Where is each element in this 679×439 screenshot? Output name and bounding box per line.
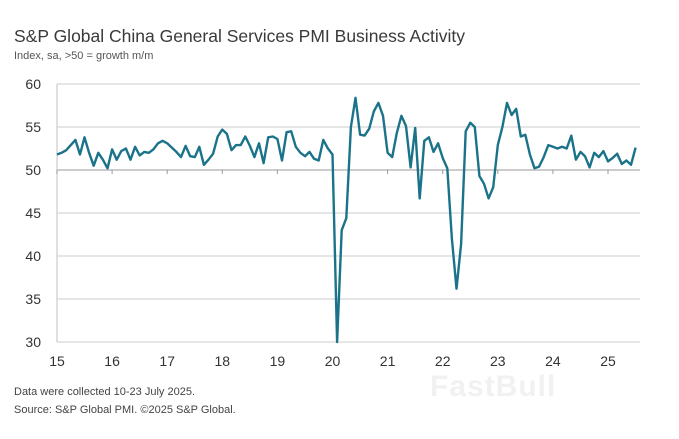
x-tick-label: 17 (159, 353, 175, 369)
y-tick-label: 55 (25, 119, 41, 135)
y-tick-label: 40 (25, 248, 41, 264)
y-tick-label: 45 (25, 205, 41, 221)
y-tick-label: 50 (25, 162, 41, 178)
chart-subtitle: Index, sa, >50 = growth m/m (14, 50, 154, 62)
x-tick-label: 25 (600, 353, 616, 369)
x-tick-label: 21 (380, 353, 396, 369)
watermark: FastBull (430, 370, 557, 403)
pmi-series-line (56, 96, 637, 344)
x-tick-label: 15 (49, 353, 65, 369)
x-tick-label: 20 (325, 353, 341, 369)
footer-source: Source: S&P Global PMI. ©2025 S&P Global… (14, 404, 236, 416)
y-tick-label: 30 (25, 334, 41, 350)
chart-title: S&P Global China General Services PMI Bu… (14, 26, 465, 46)
x-tick-label: 23 (490, 353, 506, 369)
y-tick-label: 35 (25, 291, 41, 307)
footer-note: Data were collected 10-23 July 2025. (14, 386, 195, 398)
x-tick-label: 19 (270, 353, 286, 369)
x-tick-label: 18 (215, 353, 231, 369)
y-tick-label: 60 (25, 76, 41, 92)
x-tick-label: 16 (104, 353, 120, 369)
x-tick-label: 22 (435, 353, 451, 369)
x-tick-label: 24 (545, 353, 561, 369)
